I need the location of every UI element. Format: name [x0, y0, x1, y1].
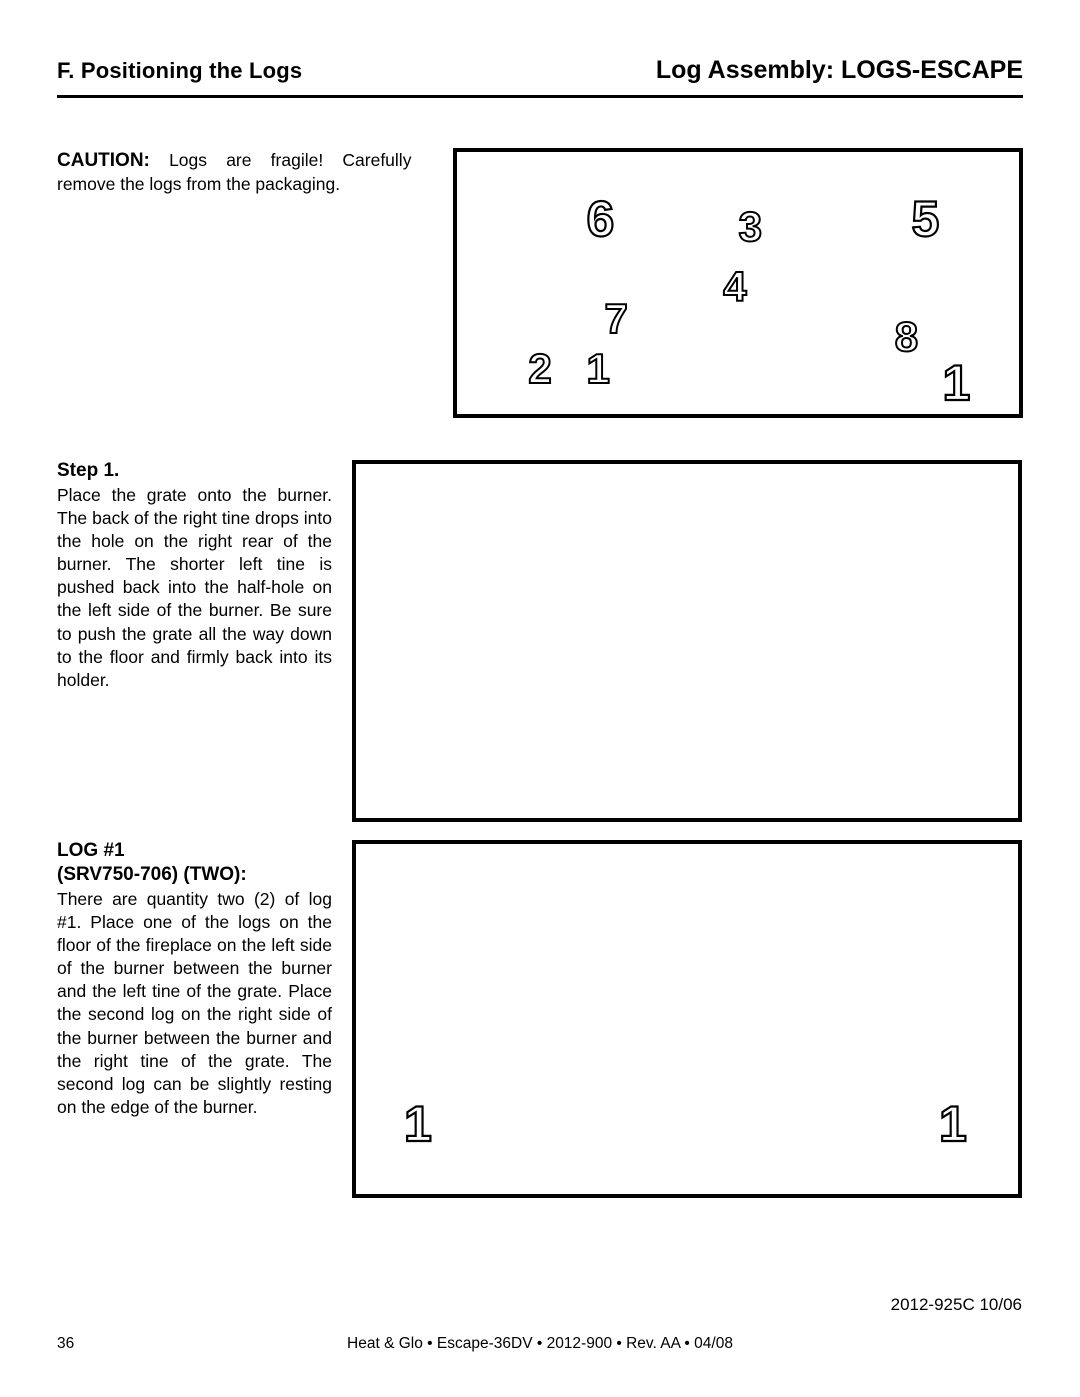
diagram-number: 1 — [404, 1099, 432, 1149]
diagram-log1: 11 — [352, 840, 1022, 1198]
page-header: F. Positioning the Logs Log Assembly: LO… — [57, 56, 1023, 98]
diagram-overview: 635478211 — [453, 148, 1023, 418]
step1-body: Place the grate onto the burner. The bac… — [57, 484, 332, 692]
caution-text: CAUTION: Logs are fragile! Carefully rem… — [57, 148, 411, 418]
caution-row: CAUTION: Logs are fragile! Carefully rem… — [57, 148, 1023, 418]
diagram-number: 4 — [723, 266, 746, 308]
diagram-number: 8 — [895, 316, 918, 358]
step1-row: Step 1. Place the grate onto the burner.… — [57, 460, 1023, 822]
diagram-number: 1 — [942, 358, 970, 408]
diagram-number: 5 — [912, 194, 940, 244]
diagram-number: 3 — [739, 206, 762, 248]
diagram-number: 2 — [528, 348, 551, 390]
log1-body: There are quantity two (2) of log #1. Pl… — [57, 888, 332, 1119]
footer-line: Heat & Glo • Escape-36DV • 2012-900 • Re… — [0, 1335, 1080, 1353]
page: F. Positioning the Logs Log Assembly: LO… — [0, 0, 1080, 1397]
diagram-step1 — [352, 460, 1022, 822]
step1-text: Step 1. Place the grate onto the burner.… — [57, 460, 332, 692]
diagram-number: 6 — [586, 194, 614, 244]
caution-label: CAUTION: — [57, 150, 150, 171]
diagram-number: 1 — [939, 1099, 967, 1149]
log1-title1: LOG #1 — [57, 840, 332, 862]
log1-title2: (SRV750-706) (TWO): — [57, 864, 332, 886]
diagram-number: 7 — [605, 298, 628, 340]
step1-title: Step 1. — [57, 460, 332, 482]
diagram-number: 1 — [586, 348, 609, 390]
assembly-title: Log Assembly: LOGS-ESCAPE — [656, 56, 1023, 85]
revision-line: 2012-925C 10/06 — [891, 1295, 1022, 1315]
log1-text: LOG #1 (SRV750-706) (TWO): There are qua… — [57, 840, 332, 1119]
log1-row: LOG #1 (SRV750-706) (TWO): There are qua… — [57, 840, 1023, 1198]
section-label: F. Positioning the Logs — [57, 58, 302, 84]
